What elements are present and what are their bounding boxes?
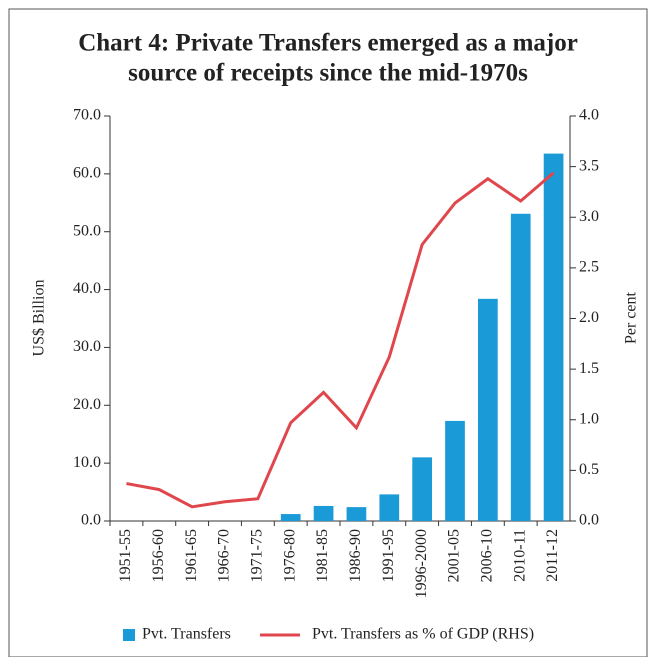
x-tick-label: 2010-11	[511, 529, 528, 582]
x-tick-label: 2011-12	[544, 529, 561, 582]
bar	[445, 420, 465, 521]
line	[126, 171, 555, 509]
x-tick-label: 1966-70	[216, 529, 233, 582]
x-tick-label: 1951-55	[117, 529, 134, 582]
legend-label: Pvt. Transfers	[142, 626, 231, 643]
tick-label: 0.5	[579, 461, 599, 478]
tick-label: 3.0	[579, 208, 599, 225]
tick-label: 50.0	[73, 222, 101, 239]
bar	[478, 298, 498, 521]
tick-label: 70.0	[73, 107, 101, 124]
bar	[346, 507, 367, 521]
bar	[543, 153, 564, 521]
tick-label: 20.0	[73, 396, 101, 413]
bar	[510, 213, 531, 521]
x-tick-label: 2006-10	[479, 529, 496, 582]
tick-label: 1.0	[579, 410, 599, 427]
tick-label: 1.5	[579, 360, 599, 377]
x-tick-label: 1961-65	[183, 529, 200, 582]
tick-label: 4.0	[579, 107, 599, 124]
x-tick-label: 1996-2000	[413, 529, 430, 598]
tick-label: 10.0	[73, 454, 101, 471]
x-tick-label: 1956-60	[150, 529, 167, 582]
x-tick-label: 1986-90	[347, 529, 364, 582]
tick-label: 2.0	[579, 309, 599, 326]
tick-label: 0.0	[81, 512, 101, 529]
x-tick-label: 1981-85	[314, 529, 331, 582]
tick-label: 60.0	[73, 165, 101, 182]
chart-title: source of receipts since the mid-1970s	[128, 60, 528, 87]
tick-label: 30.0	[73, 338, 101, 355]
legend-swatch	[123, 629, 135, 641]
bar	[313, 505, 334, 521]
y-axis-label: US$ Billion	[31, 280, 48, 357]
y2-axis-label: Per cent	[623, 291, 640, 344]
chart-title: Chart 4: Private Transfers emerged as a …	[78, 30, 578, 57]
x-tick-label: 1991-95	[380, 529, 397, 582]
bar	[379, 494, 400, 521]
bar	[412, 457, 432, 521]
tick-label: 3.5	[579, 157, 599, 174]
legend-label: Pvt. Transfers as % of GDP (RHS)	[312, 626, 534, 643]
x-tick-label: 1976-80	[281, 529, 298, 582]
tick-label: 0.0	[579, 512, 599, 529]
x-tick-label: 2001-05	[446, 529, 463, 582]
tick-label: 40.0	[73, 280, 101, 297]
bar	[280, 514, 301, 521]
x-tick-label: 1971-75	[249, 529, 266, 582]
tick-label: 2.5	[579, 259, 599, 276]
